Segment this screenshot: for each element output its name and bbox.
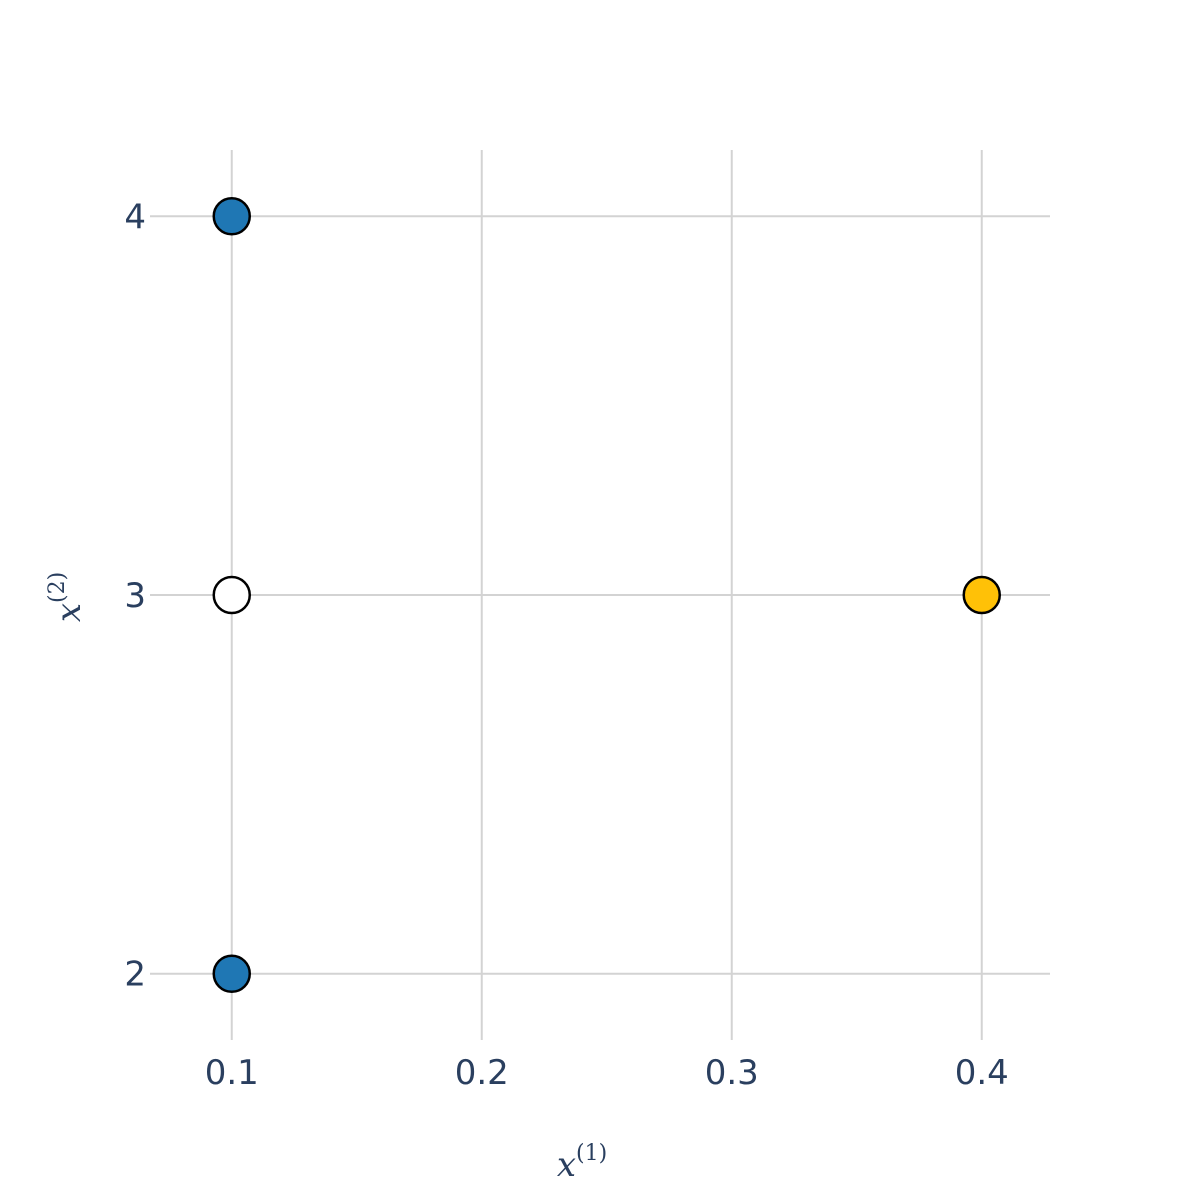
x-tick-labels: 0.1 0.2 0.3 0.4 xyxy=(205,1053,1009,1093)
data-point[interactable] xyxy=(212,575,251,615)
data-point[interactable] xyxy=(212,954,251,993)
x-tick-label: 0.4 xyxy=(955,1053,1009,1093)
data-points xyxy=(212,197,1001,993)
y-tick-label: 2 xyxy=(124,955,146,995)
y-axis-title: x(2) xyxy=(45,572,89,622)
x-tick-label: 0.2 xyxy=(455,1053,509,1093)
data-point[interactable] xyxy=(212,197,251,236)
y-gridlines xyxy=(150,215,1050,975)
x-tick-label: 0.1 xyxy=(205,1053,259,1093)
x-axis-title: x(1) xyxy=(557,1141,607,1185)
x-tick-label: 0.3 xyxy=(705,1053,759,1093)
y-tick-labels: 2 3 4 xyxy=(124,197,146,994)
data-point[interactable] xyxy=(962,575,1001,615)
y-tick-label: 3 xyxy=(124,576,146,616)
y-tick-label: 4 xyxy=(124,197,146,237)
